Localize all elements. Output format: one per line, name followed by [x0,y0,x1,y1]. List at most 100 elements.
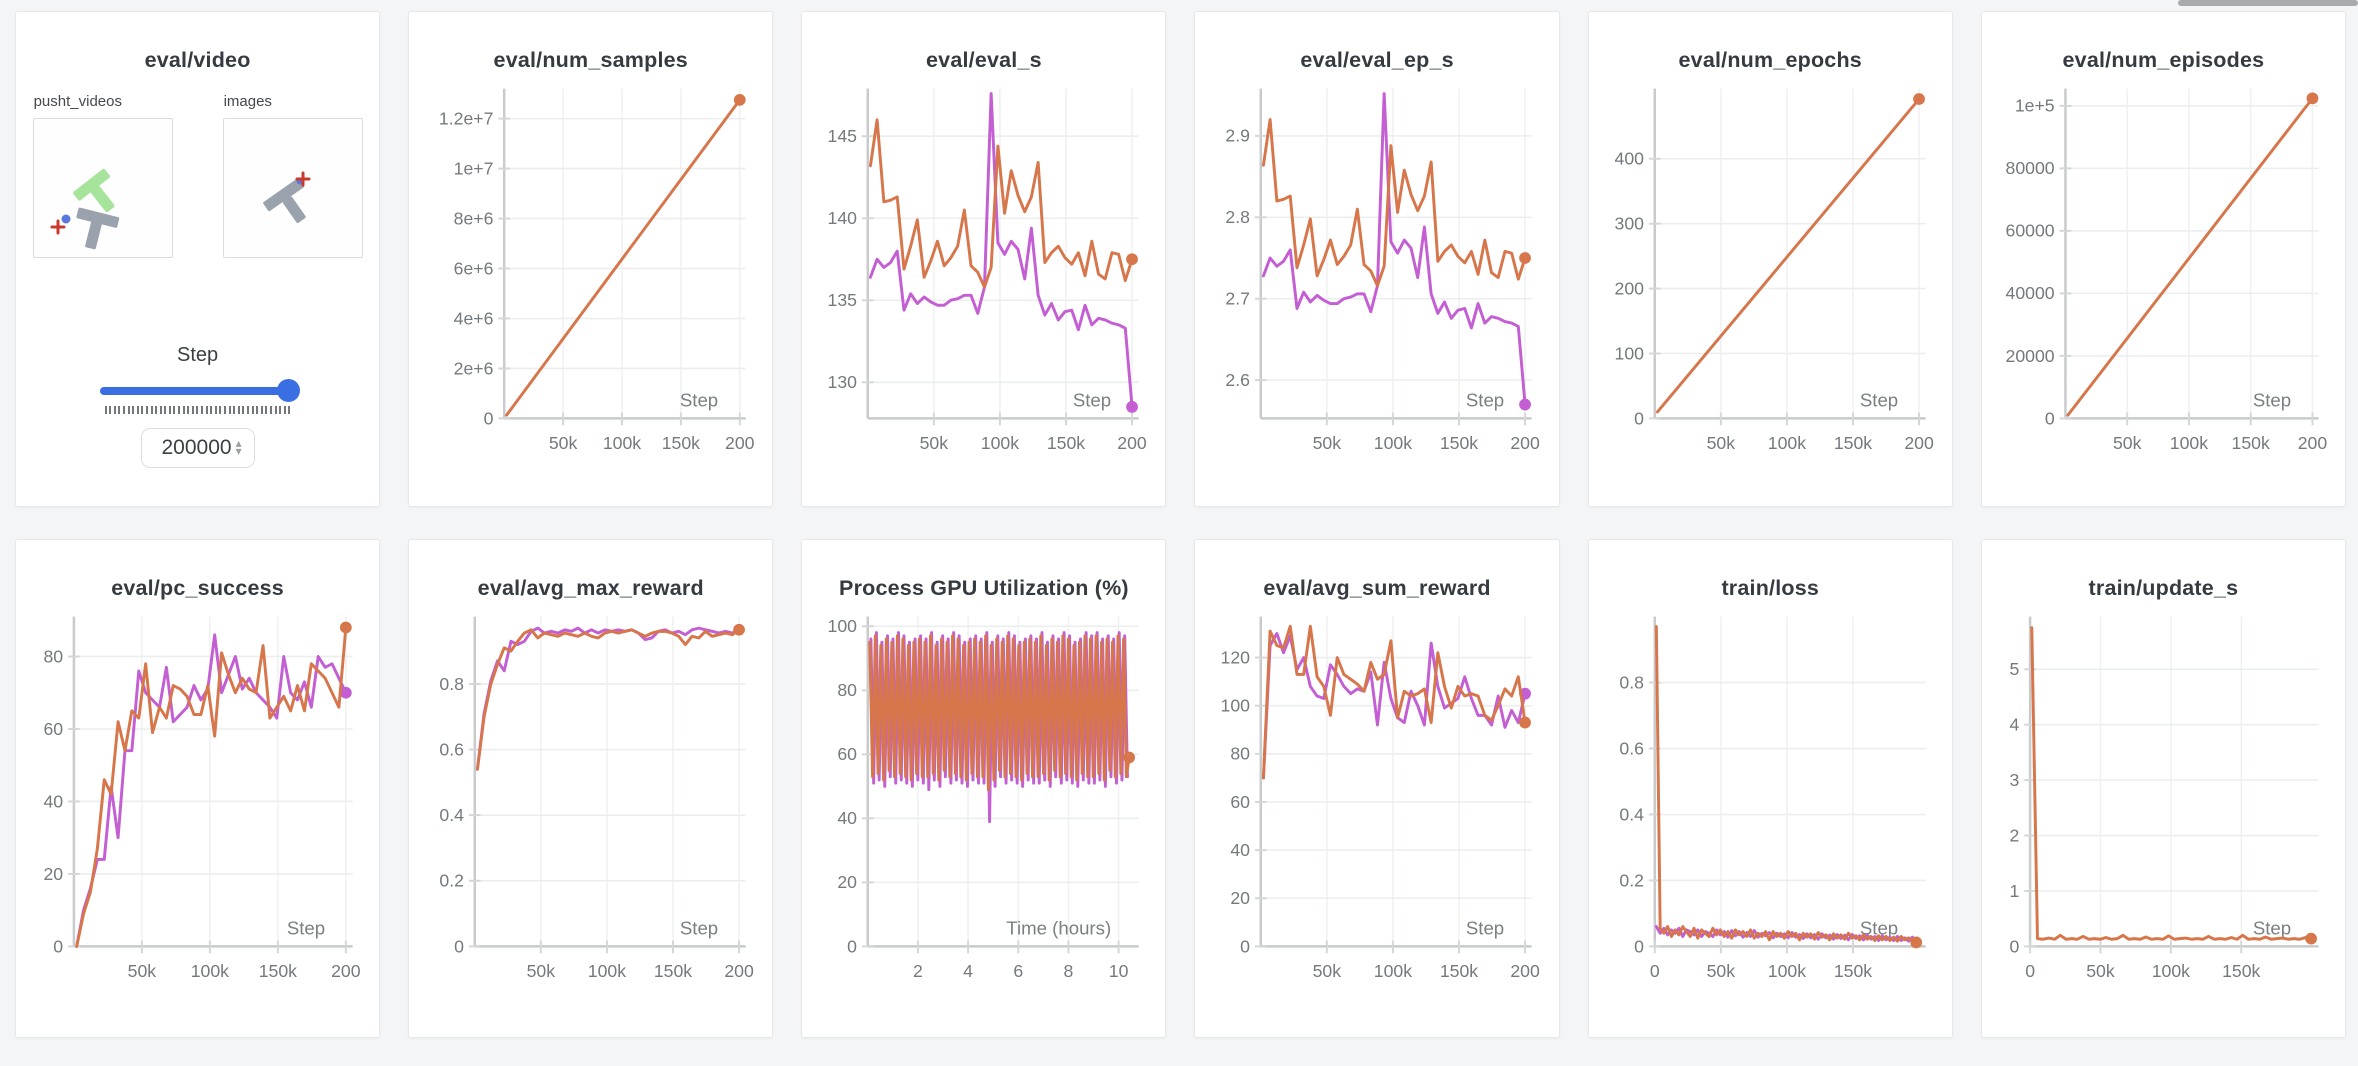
svg-text:100k: 100k [981,433,1019,453]
svg-text:1.2e+7: 1.2e+7 [439,109,494,129]
horizontal-scrollbar-thumb[interactable] [2178,0,2358,6]
svg-text:100k: 100k [1767,961,1805,981]
images-frame [262,171,311,223]
svg-text:1e+5: 1e+5 [2015,96,2055,116]
svg-text:50k: 50k [1313,433,1342,453]
svg-text:50k: 50k [2086,961,2115,981]
svg-text:100k: 100k [1374,961,1412,981]
svg-text:100k: 100k [191,961,229,981]
panel-eval-avg-max-reward[interactable]: eval/avg_max_reward 0 0.2 0.4 0.6 0.8 50k 100k… [408,539,774,1038]
stepper-up-icon[interactable]: ▴ [235,436,242,450]
svg-text:4: 4 [2009,715,2019,735]
panel-eval-num-epochs[interactable]: eval/num_epochs 0 100 200 300 400 50k 100k 150k… [1587,11,1953,507]
chart-eval-pc-success[interactable]: 0 20 40 60 80 50k 100k 150k 200 Step [17,605,378,1013]
svg-text:100k: 100k [1374,433,1412,453]
svg-text:50k: 50k [527,961,556,981]
svg-text:60: 60 [43,719,63,739]
svg-text:0.4: 0.4 [440,805,465,825]
chart-process-gpu-utilization[interactable]: 0 20 40 60 80 100 2 4 6 8 10 Time (hours) [803,605,1164,1013]
chart-title: eval/num_episodes [2062,48,2265,72]
svg-text:0: 0 [847,936,857,956]
svg-text:60: 60 [838,744,858,764]
chart-train-update-s[interactable]: 0 1 2 3 4 5 0 50k 100k 150k Step [1983,605,2344,1013]
chart-eval-eval-s[interactable]: 130 135 140 145 50k 100k 150k 200 Step [803,77,1164,485]
svg-text:0: 0 [53,936,63,956]
step-slider[interactable] [99,379,300,403]
svg-text:10: 10 [1109,961,1129,981]
chart-title: eval/num_samples [493,48,688,72]
svg-text:200: 200 [1511,433,1541,453]
panel-train-update-s[interactable]: train/update_s 0 1 2 3 4 5 0 50k 100k 150k Step [1980,539,2346,1038]
svg-text:150k: 150k [1047,433,1085,453]
svg-text:150k: 150k [1440,433,1478,453]
chart-eval-avg-max-reward[interactable]: 0 0.2 0.4 0.6 0.8 50k 100k 150k 200 Step [410,605,771,1013]
stepper-arrows[interactable]: ▴ ▾ [235,436,242,458]
svg-text:100k: 100k [603,433,641,453]
step-value-stepper[interactable]: ▴ ▾ [140,428,255,468]
chart-eval-eval-ep-s[interactable]: 2.6 2.7 2.8 2.9 50k 100k 150k 200 Step [1196,77,1557,485]
thumbnail-label: pusht_videos [33,93,122,110]
svg-text:0.6: 0.6 [1619,738,1644,758]
panel-eval-eval-s[interactable]: eval/eval_s 130 135 140 145 50k 100k 150k 200 St… [801,11,1167,507]
svg-text:50k: 50k [920,433,949,453]
step-slider-label: Step [177,344,219,366]
svg-text:140: 140 [828,208,858,228]
svg-text:80: 80 [838,680,858,700]
svg-text:0: 0 [1650,961,1660,981]
svg-text:Step: Step [2253,390,2291,411]
svg-text:4: 4 [964,961,974,981]
svg-text:0.8: 0.8 [440,674,465,694]
svg-text:0: 0 [454,936,464,956]
chart-eval-num-samples[interactable]: 0 2e+6 4e+6 6e+6 8e+6 1e+7 1.2e+7 50k 100k 150k 20… [410,77,771,485]
svg-text:150k: 150k [1440,961,1478,981]
svg-text:100: 100 [1614,343,1644,363]
svg-text:100: 100 [828,616,858,636]
svg-text:50k: 50k [2113,433,2142,453]
panel-grid: eval/video pusht_videos [15,11,2346,1038]
panel-eval-avg-sum-reward[interactable]: eval/avg_sum_reward 0 20 40 60 80 100 120 50k 10… [1194,539,1560,1038]
step-slider-track[interactable] [99,387,296,395]
video-thumbnail-pusht[interactable] [32,118,173,258]
panel-eval-video[interactable]: eval/video pusht_videos [15,11,381,507]
step-slider-thumb[interactable] [276,379,300,402]
chart-eval-num-epochs[interactable]: 0 100 200 300 400 50k 100k 150k 200 Step [1590,77,1951,485]
chart-title: train/update_s [2088,576,2239,600]
chart-eval-avg-sum-reward[interactable]: 0 20 40 60 80 100 120 50k 100k 150k 200 Step [1196,605,1557,1013]
svg-text:130: 130 [828,372,858,392]
panel-eval-pc-success[interactable]: eval/pc_success 0 20 40 60 80 50k 100k 150k 200 S… [15,539,381,1038]
svg-text:0.4: 0.4 [1619,804,1644,824]
panel-eval-num-samples[interactable]: eval/num_samples 0 2e+6 4e+6 6e+6 8e+6 1e+7 1.… [408,11,774,507]
chart-title: eval/avg_max_reward [477,576,704,600]
panel-train-loss[interactable]: train/loss 0 0.2 0.4 0.6 0.8 0 50k 100k 150k Step [1587,539,1953,1038]
svg-text:Step: Step [1466,390,1504,411]
svg-text:0: 0 [2009,936,2019,956]
panel-eval-eval-ep-s[interactable]: eval/eval_ep_s 2.6 2.7 2.8 2.9 50k 100k 150k 20… [1194,11,1560,507]
svg-text:Step: Step [1073,390,1111,411]
svg-text:0: 0 [2025,961,2035,981]
chart-eval-num-episodes[interactable]: 0 20000 40000 60000 80000 1e+5 50k 100k 150k 200 S… [1983,77,2344,485]
svg-text:3: 3 [2009,770,2019,790]
svg-text:20: 20 [1231,888,1251,908]
svg-text:2.6: 2.6 [1226,370,1251,390]
step-slider-ticks [104,406,291,414]
svg-text:Step: Step [1466,918,1504,939]
svg-text:200: 200 [724,961,754,981]
panel-process-gpu-utilization[interactable]: Process GPU Utilization (%) 0 20 40 60 80 100… [801,539,1167,1038]
chart-title: eval/num_epochs [1678,48,1862,72]
thumbnail-label: images [223,93,272,110]
svg-text:2e+6: 2e+6 [454,358,494,378]
svg-text:0.2: 0.2 [440,871,465,891]
svg-text:0: 0 [2045,408,2055,428]
svg-text:Step: Step [680,390,718,411]
step-input[interactable] [153,436,232,460]
video-thumbnail-images[interactable] [222,118,363,258]
svg-text:Step: Step [287,918,325,939]
svg-text:100k: 100k [2170,433,2208,453]
chart-train-loss[interactable]: 0 0.2 0.4 0.6 0.8 0 50k 100k 150k Step [1590,605,1951,1013]
svg-text:Step: Step [680,918,718,939]
svg-text:60000: 60000 [2005,221,2054,241]
svg-text:200: 200 [1614,278,1644,298]
stepper-down-icon[interactable]: ▾ [235,444,242,458]
svg-text:150k: 150k [259,961,297,981]
panel-eval-num-episodes[interactable]: eval/num_episodes 0 20000 40000 60000 80000 1… [1980,11,2346,507]
